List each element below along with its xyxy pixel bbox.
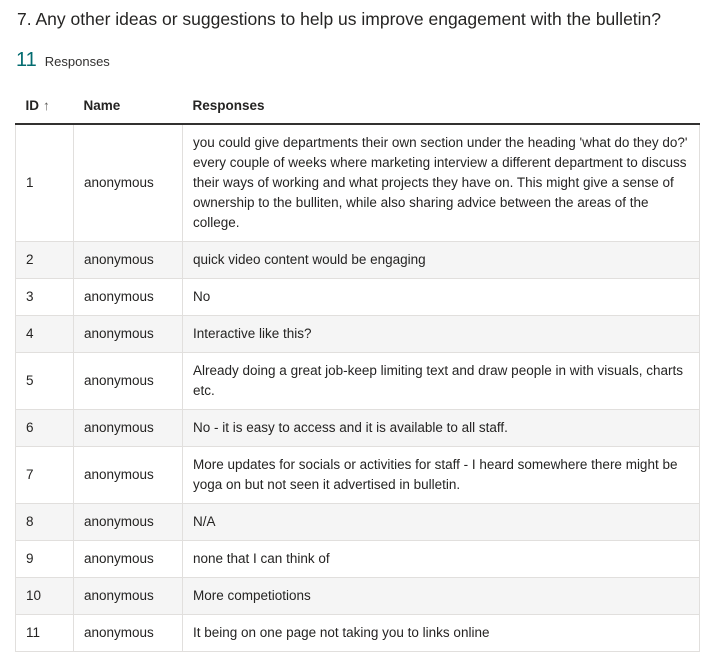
cell-response: It being on one page not taking you to l… <box>182 614 700 652</box>
sort-ascending-icon[interactable]: ↑ <box>43 98 50 113</box>
cell-name: anonymous <box>73 241 183 279</box>
cell-response: More updates for socials or activities f… <box>182 446 700 504</box>
table-row: 2 anonymous quick video content would be e… <box>15 241 700 279</box>
response-count: 11 Responses <box>16 49 110 72</box>
table-row: 6 anonymous No - it is easy to access and … <box>15 409 700 447</box>
cell-response: No <box>182 278 700 316</box>
cell-id: 8 <box>15 503 74 541</box>
cell-name: anonymous <box>73 352 183 410</box>
cell-response: No - it is easy to access and it is avai… <box>182 409 700 447</box>
cell-response: none that I can think of <box>182 540 700 578</box>
cell-id: 1 <box>15 123 74 242</box>
table-header-row: ID ↑ Name Responses <box>15 88 700 125</box>
cell-name: anonymous <box>73 446 183 504</box>
cell-name: anonymous <box>73 577 183 615</box>
table-row: 5 anonymous Already doing a great job-keep… <box>15 352 700 410</box>
cell-name: anonymous <box>73 409 183 447</box>
cell-id: 4 <box>15 315 74 353</box>
response-count-label: Responses <box>44 54 110 69</box>
cell-name: anonymous <box>73 315 183 353</box>
cell-id: 5 <box>15 352 74 410</box>
cell-response: Interactive like this? <box>182 315 700 353</box>
cell-id: 3 <box>15 278 74 316</box>
cell-response: you could give departments their own sec… <box>182 123 700 242</box>
cell-id: 11 <box>15 614 74 652</box>
table-row: 4 anonymous Interactive like this? <box>15 315 700 353</box>
column-header-name[interactable]: Name <box>73 88 183 125</box>
question-title: 7. Any other ideas or suggestions to hel… <box>17 9 662 29</box>
cell-name: anonymous <box>73 503 183 541</box>
cell-id: 9 <box>15 540 74 578</box>
cell-name: anonymous <box>73 540 183 578</box>
cell-id: 2 <box>15 241 74 279</box>
cell-id: 6 <box>15 409 74 447</box>
responses-table: ID ↑ Name Responses 1 anonymous you could g… <box>15 88 700 652</box>
response-count-number: 11 <box>16 49 37 71</box>
cell-response: quick video content would be engaging <box>182 241 700 279</box>
table-row: 1 anonymous you could give departments the… <box>15 123 700 242</box>
cell-id: 10 <box>15 577 74 615</box>
table-row: 10 anonymous More competiotions <box>15 577 700 615</box>
table-row: 9 anonymous none that I can think of <box>15 540 700 578</box>
cell-response: More competiotions <box>182 577 700 615</box>
column-header-responses[interactable]: Responses <box>182 88 700 125</box>
table-row: 7 anonymous More updates for socials or ac… <box>15 446 700 504</box>
cell-response: N/A <box>182 503 700 541</box>
cell-response: Already doing a great job-keep limiting … <box>182 352 700 410</box>
cell-name: anonymous <box>73 614 183 652</box>
cell-name: anonymous <box>73 123 183 242</box>
table-row: 11 anonymous It being on one page not taki… <box>15 614 700 652</box>
cell-id: 7 <box>15 446 74 504</box>
table-row: 3 anonymous No <box>15 278 700 316</box>
table-row: 8 anonymous N/A <box>15 503 700 541</box>
cell-name: anonymous <box>73 278 183 316</box>
column-header-id[interactable]: ID ↑ <box>15 88 74 125</box>
